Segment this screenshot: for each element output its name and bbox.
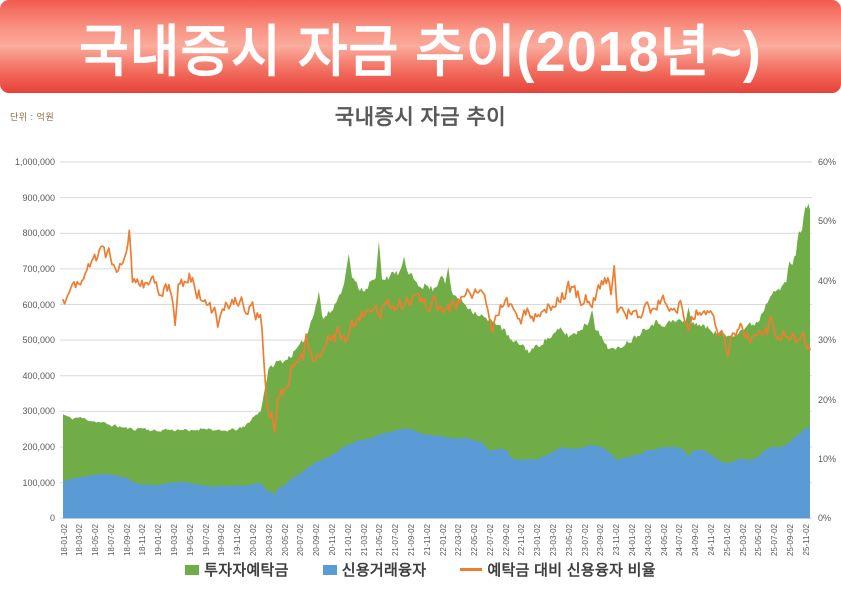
y-left-tick-label: 700,000 xyxy=(22,263,55,274)
x-tick-label: 18-11-02 xyxy=(138,524,148,556)
y-right-tick-label: 40% xyxy=(818,275,837,286)
y-right-tick-label: 20% xyxy=(818,394,837,405)
legend-label: 신용거래융자 xyxy=(341,562,427,579)
x-tick-label: 21-05-02 xyxy=(375,524,385,557)
x-tick-label: 19-05-02 xyxy=(185,524,195,557)
x-tick-label: 20-01-02 xyxy=(249,524,258,557)
y-left-tick-label: 400,000 xyxy=(22,370,55,381)
x-tick-label: 24-07-02 xyxy=(675,524,685,557)
y-left-tick-label: 500,000 xyxy=(22,335,55,346)
legend-item-1: 신용거래융자 xyxy=(322,559,427,580)
x-tick-label: 19-11-02 xyxy=(233,524,243,556)
x-tick-label: 24-09-02 xyxy=(691,524,701,557)
legend-square-marker xyxy=(185,564,200,575)
chart-area: 단위 : 억원 국내증시 자금 추이 0 100,000 200,000 300,00… xyxy=(0,93,841,595)
banner: 국내증시 자금 추이(2018년~) xyxy=(0,0,841,93)
x-tick-label: 22-11-02 xyxy=(517,524,527,556)
x-tick-label: 24-01-02 xyxy=(628,524,638,557)
y-right-tick-label: 0% xyxy=(818,513,832,524)
x-tick-label: 22-05-02 xyxy=(470,524,480,557)
x-tick-label: 18-01-02 xyxy=(59,524,69,557)
x-tick-label: 25-07-02 xyxy=(770,524,780,557)
x-tick-label: 19-03-02 xyxy=(170,524,180,557)
x-tick-label: 20-11-02 xyxy=(327,524,337,556)
x-tick-label: 21-07-02 xyxy=(391,524,401,557)
x-tick-label: 19-09-02 xyxy=(217,524,227,557)
x-tick-label: 25-09-02 xyxy=(785,524,795,557)
x-tick-label: 20-03-02 xyxy=(264,524,274,557)
legend-square-marker xyxy=(322,564,337,575)
x-tick-label: 23-09-02 xyxy=(596,524,606,557)
x-tick-label: 20-05-02 xyxy=(280,524,290,557)
y-left-tick-label: 200,000 xyxy=(22,442,55,453)
legend-item-0: 투자자예탁금 xyxy=(185,559,289,580)
y-left-tick-label: 100,000 xyxy=(22,477,55,488)
x-tick-label: 19-07-02 xyxy=(201,524,211,557)
x-tick-label: 18-09-02 xyxy=(122,524,132,557)
y-right-tick-label: 30% xyxy=(818,335,837,346)
x-tick-label: 22-03-02 xyxy=(454,524,464,557)
x-tick-label: 20-07-02 xyxy=(296,524,306,557)
x-tick-label: 19-01-02 xyxy=(154,524,164,557)
area-series-1 xyxy=(63,427,810,519)
x-tick-label: 23-05-02 xyxy=(564,524,574,557)
x-tick-label: 22-01-02 xyxy=(438,524,448,557)
x-tick-label: 25-11-02 xyxy=(801,524,811,556)
line-series-2 xyxy=(62,229,811,434)
y-left-tick-label: 600,000 xyxy=(22,299,55,310)
chart-title: 국내증시 자금 추이 xyxy=(334,106,507,129)
x-tick-label: 22-09-02 xyxy=(501,524,511,557)
x-tick-label: 23-01-02 xyxy=(533,524,543,557)
x-tick-label: 23-03-02 xyxy=(549,524,559,557)
x-tick-label: 21-11-02 xyxy=(422,524,432,556)
x-tick-label: 18-05-02 xyxy=(91,524,101,557)
x-tick-label: 18-03-02 xyxy=(75,524,85,557)
y-left-tick-label: 300,000 xyxy=(22,406,55,417)
x-tick-label: 24-11-02 xyxy=(707,524,716,556)
x-tick-label: 23-11-02 xyxy=(612,524,622,556)
legend-label: 투자자예탁금 xyxy=(204,562,289,579)
y-left-tick-label: 0 xyxy=(49,513,55,524)
area-series-0 xyxy=(63,203,810,519)
x-tick-label: 23-07-02 xyxy=(580,524,590,557)
x-tick-label: 21-01-02 xyxy=(343,524,353,557)
x-tick-label: 18-07-02 xyxy=(106,524,116,557)
y-left-tick-label: 900,000 xyxy=(22,192,55,203)
y-left-tick-label: 1,000,000 xyxy=(14,157,55,167)
x-tick-label: 21-09-02 xyxy=(406,524,416,557)
x-tick-label: 24-03-02 xyxy=(643,524,653,557)
legend: 투자자예탁금 신용거래융자 예탁금 대비 신용융자 비율 xyxy=(0,559,841,580)
legend-line-marker xyxy=(460,568,483,571)
x-tick-label: 25-01-02 xyxy=(722,524,732,557)
legend-item-2: 예탁금 대비 신용융자 비율 xyxy=(460,559,656,580)
x-tick-label: 25-05-02 xyxy=(754,524,764,557)
unit-label: 단위 : 억원 xyxy=(10,112,55,122)
legend-label: 예탁금 대비 신용융자 비율 xyxy=(487,562,656,579)
x-tick-label: 24-05-02 xyxy=(659,524,669,557)
y-right-tick-label: 10% xyxy=(818,453,837,464)
y-right-tick-label: 60% xyxy=(818,157,837,167)
y-right-tick-label: 50% xyxy=(818,216,837,227)
banner-title: 국내증시 자금 추이(2018년~) xyxy=(79,21,762,84)
x-tick-label: 20-09-02 xyxy=(312,524,322,557)
x-tick-label: 21-03-02 xyxy=(359,524,369,557)
x-tick-label: 22-07-02 xyxy=(485,524,495,557)
x-tick-label: 25-03-02 xyxy=(738,524,748,557)
y-left-tick-label: 800,000 xyxy=(22,228,55,239)
